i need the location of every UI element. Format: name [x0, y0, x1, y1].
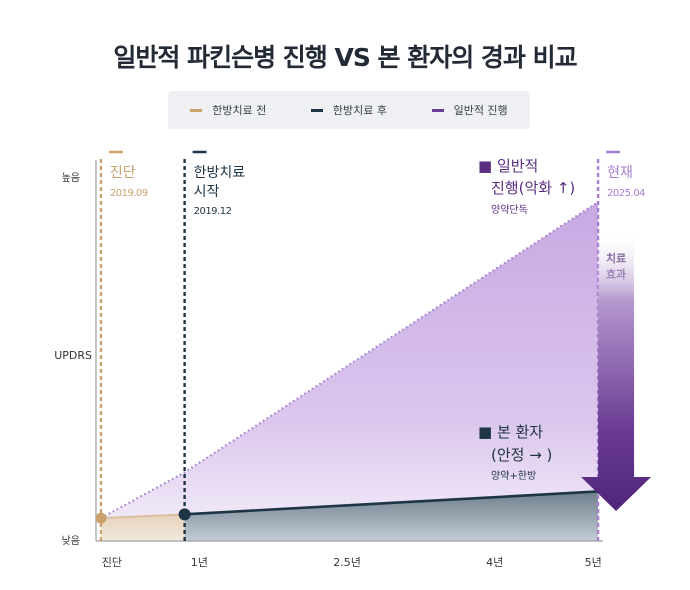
legend-label-general: 일반적 진행: [453, 104, 508, 117]
y-axis-label: UPDRS: [54, 349, 92, 362]
area-before-treatment: [100, 514, 185, 541]
y-tick-low: 낮음: [62, 535, 80, 547]
milestone-title: 현재: [607, 165, 633, 181]
annotation-general-title: 진행(악화 ↑): [491, 179, 575, 197]
area-general-progression: [100, 201, 599, 519]
x-tick-label: 1년: [191, 556, 208, 569]
point-treatment-start: [178, 508, 191, 521]
milestone-date: 2019.09: [110, 188, 148, 199]
legend-item-after: 한방치료 후: [310, 102, 388, 118]
legend-swatch-after: [310, 108, 323, 112]
legend-label-after: 한방치료 후: [332, 104, 388, 117]
legend-label-before: 한방치료 전: [212, 104, 267, 117]
x-tick-label: 4년: [486, 556, 503, 569]
legend: 한방치료 전 한방치료 후 일반적 진행: [168, 91, 530, 129]
legend-item-general: 일반적 진행: [431, 102, 508, 118]
milestone-title: 시작: [194, 184, 220, 200]
legend-item-before: 한방치료 전: [190, 102, 266, 118]
milestone-title: 진단: [110, 165, 136, 181]
line-general-progression: [100, 200, 599, 520]
milestone-date: 2019.12: [194, 206, 232, 217]
legend-swatch-general: [431, 108, 444, 112]
x-tick-label: 5년: [585, 556, 602, 569]
annotation-patient-title: (안정 → ): [491, 446, 552, 464]
annotation-patient-sub: 양약+한방: [491, 470, 536, 482]
chart-title: 일반적 파킨슨병 진행 VS 본 환자의 경과 비교: [113, 43, 577, 72]
annotation-patient-title: ■ 본 환자: [478, 423, 543, 441]
annotation-general-sub: 양약단독: [491, 204, 528, 216]
milestone-date: 2025.04: [607, 188, 645, 199]
y-tick-high: 높음: [62, 172, 80, 184]
line-after-treatment: [184, 490, 599, 516]
x-tick-label: 진단: [102, 556, 122, 569]
x-tick-label: 2.5년: [333, 556, 361, 569]
point-diagnosis: [95, 512, 107, 524]
annotation-general-title: ■ 일반적: [478, 157, 538, 175]
milestone-title: 한방치료: [194, 165, 246, 181]
area-after-treatment: [184, 491, 599, 541]
treatment-effect-arrow: [581, 230, 652, 511]
line-before-treatment: [100, 513, 185, 520]
legend-swatch-before: [190, 108, 203, 112]
